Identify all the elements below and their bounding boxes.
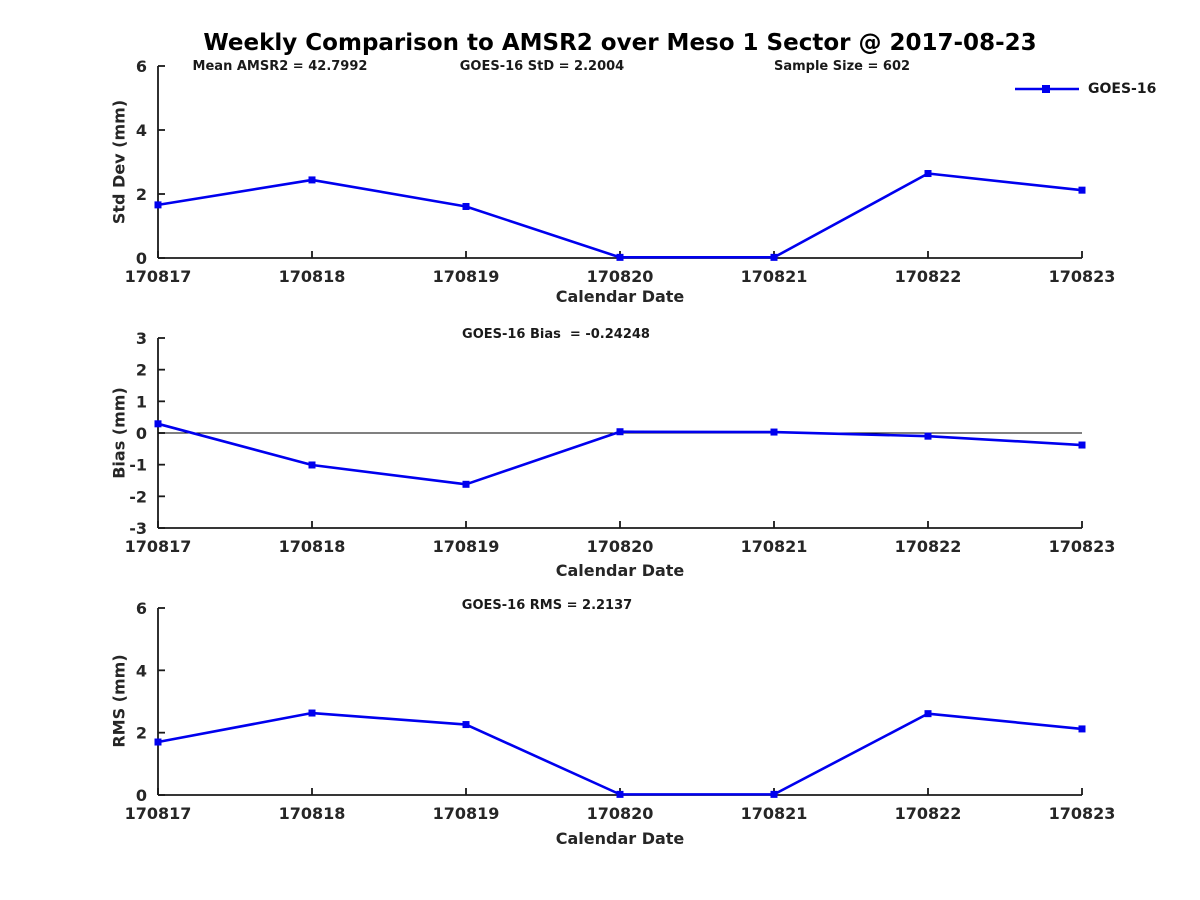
x-tick-label: 170822 — [895, 537, 962, 556]
y-tick-label: 4 — [136, 661, 147, 680]
data-point-marker — [1078, 441, 1086, 449]
x-axis-label-bias: Calendar Date — [555, 561, 685, 580]
y-tick-label: -3 — [129, 519, 147, 538]
data-point-marker — [924, 432, 932, 440]
y-axis-label-std-dev: Std Dev (mm) — [109, 99, 129, 225]
y-tick-label: 0 — [136, 786, 147, 805]
annotation-goes16-std: GOES-16 StD = 2.2004 — [459, 59, 625, 74]
x-tick-label: 170820 — [587, 537, 654, 556]
x-tick-label: 170818 — [279, 267, 346, 286]
y-tick-label: 2 — [136, 724, 147, 743]
x-tick-label: 170823 — [1049, 804, 1116, 823]
data-point-marker — [1078, 725, 1086, 733]
x-axis-label-rms: Calendar Date — [555, 829, 685, 848]
annotation-mean-amsr2: Mean AMSR2 = 42.7992 — [192, 59, 368, 74]
annotation-goes16-rms: GOES-16 RMS = 2.2137 — [461, 598, 633, 613]
x-tick-label: 170821 — [741, 537, 808, 556]
figure-title: Weekly Comparison to AMSR2 over Meso 1 S… — [203, 30, 1037, 56]
data-point-marker — [770, 253, 778, 261]
data-point-marker — [770, 428, 778, 436]
data-point-marker — [154, 420, 162, 428]
subplot-bias: -3 -2 -1 0 1 2 3 170817 170818 170819 170820 170821… — [125, 329, 1116, 556]
y-tick-label: 6 — [136, 57, 147, 76]
x-tick-label: 170817 — [125, 267, 192, 286]
subplot-rms: 0 2 4 6 170817 170818 170819 170820 170821 170822… — [125, 599, 1116, 823]
x-tick-label: 170822 — [895, 267, 962, 286]
data-point-marker — [462, 202, 470, 210]
rms-data-line — [156, 711, 1084, 796]
std-dev-data-line — [156, 172, 1084, 259]
x-tick-label: 170817 — [125, 537, 192, 556]
data-point-marker — [616, 790, 624, 798]
x-tick-label: 170821 — [741, 267, 808, 286]
y-axis-label-bias: Bias (mm) — [109, 387, 129, 479]
y-tick-label: 1 — [136, 392, 147, 411]
y-tick-label: 2 — [136, 361, 147, 380]
data-point-marker — [616, 428, 624, 436]
x-tick-label: 170818 — [279, 537, 346, 556]
data-point-marker — [1078, 186, 1086, 194]
y-tick-label: 4 — [136, 121, 147, 140]
data-point-marker — [462, 480, 470, 488]
data-point-marker — [154, 738, 162, 746]
data-point-marker — [616, 253, 624, 261]
legend: GOES-16 — [1014, 80, 1156, 98]
y-tick-label: 6 — [136, 599, 147, 618]
x-tick-label: 170821 — [741, 804, 808, 823]
y-tick-label: -2 — [129, 487, 147, 506]
legend-series-label: GOES-16 — [1088, 81, 1157, 97]
data-point-marker — [308, 709, 316, 717]
subplot-std-dev: 0 2 4 6 170817 170818 170819 170820 170821 170822… — [125, 57, 1116, 286]
x-tick-label: 170819 — [433, 267, 500, 286]
y-tick-label: -1 — [129, 456, 147, 475]
x-tick-label: 170819 — [433, 804, 500, 823]
x-tick-label: 170823 — [1049, 267, 1116, 286]
data-point-marker — [462, 721, 470, 729]
y-tick-label: 0 — [136, 424, 147, 443]
x-tick-label: 170823 — [1049, 537, 1116, 556]
data-point-marker — [770, 790, 778, 798]
x-axis-label-std-dev: Calendar Date — [555, 287, 685, 306]
data-point-marker — [154, 201, 162, 209]
y-tick-label: 0 — [136, 249, 147, 268]
x-tick-label: 170819 — [433, 537, 500, 556]
data-point-marker — [308, 461, 316, 469]
x-tick-label: 170818 — [279, 804, 346, 823]
x-tick-label: 170817 — [125, 804, 192, 823]
y-tick-label: 2 — [136, 185, 147, 204]
data-point-marker — [924, 170, 932, 178]
y-tick-label: 3 — [136, 329, 147, 348]
annotation-goes16-bias: GOES-16 Bias = -0.24248 — [462, 327, 650, 342]
y-axis-label-rms: RMS (mm) — [109, 654, 129, 748]
data-point-marker — [924, 710, 932, 718]
x-tick-label: 170820 — [587, 267, 654, 286]
legend-line-sample-icon — [1015, 85, 1079, 93]
x-tick-label: 170820 — [587, 804, 654, 823]
data-point-marker — [308, 176, 316, 184]
x-tick-label: 170822 — [895, 804, 962, 823]
annotation-sample-size: Sample Size = 602 — [773, 59, 911, 74]
